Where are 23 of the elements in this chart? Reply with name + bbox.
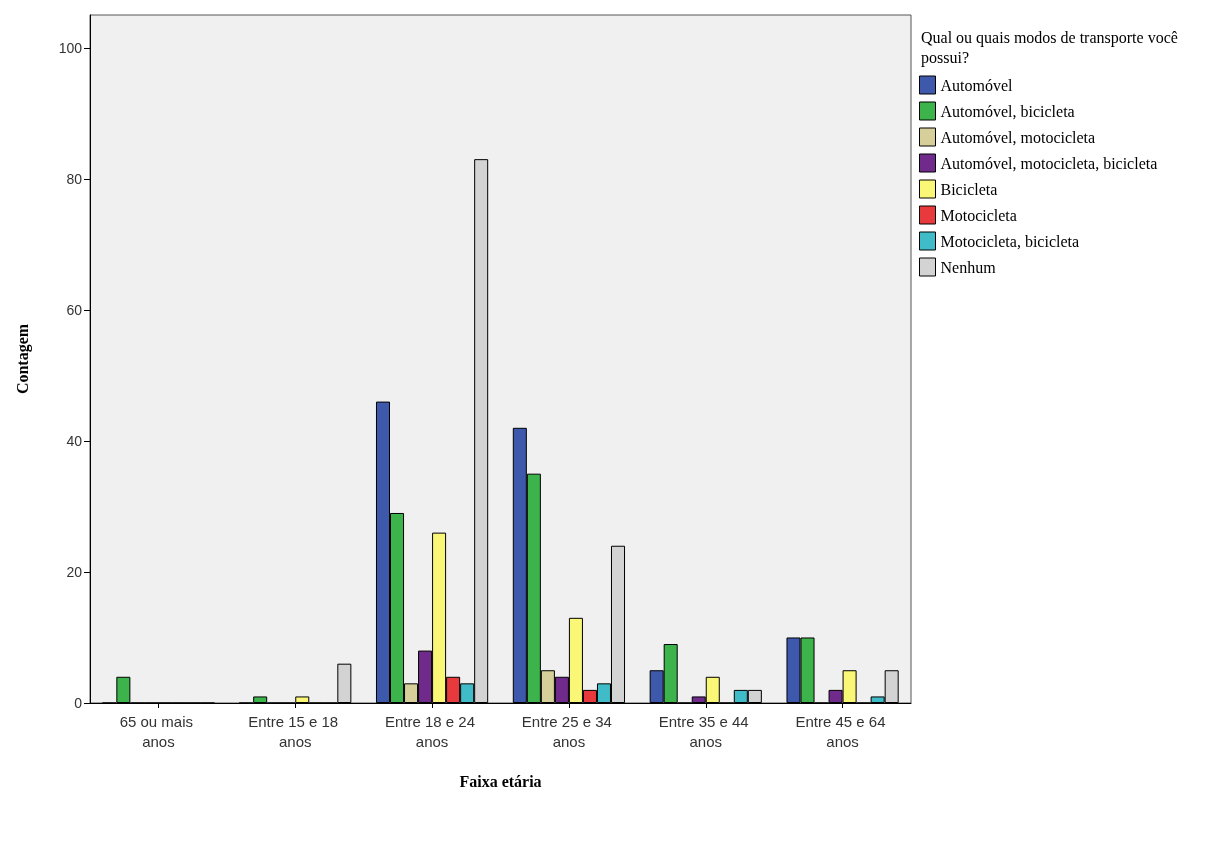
x-axis-title: Faixa etária bbox=[459, 772, 542, 790]
x-tick-label: Entre 35 e 44 anos bbox=[658, 712, 753, 750]
legend-label: Motocicleta bbox=[940, 206, 1017, 224]
x-tick-label: Entre 15 e 18 anos bbox=[248, 712, 343, 750]
y-tick-label: 20 bbox=[66, 563, 83, 580]
legend-label: Nenhum bbox=[940, 258, 997, 276]
y-tick-label: 0 bbox=[74, 695, 83, 711]
x-tick-label: Entre 18 e 24 anos bbox=[384, 712, 480, 750]
x-tick-label: Entre 45 e 64 anos bbox=[795, 712, 890, 750]
legend-label: Motocicleta, bicicleta bbox=[940, 232, 1080, 250]
x-tick-label: Entre 25 e 34 anos bbox=[521, 712, 617, 750]
y-tick-label: 80 bbox=[66, 170, 83, 187]
y-tick-label: 40 bbox=[66, 432, 83, 449]
y-axis-title: Contagem bbox=[13, 323, 32, 395]
legend-label: Automóvel, bicicleta bbox=[940, 102, 1075, 120]
y-tick-label: 60 bbox=[66, 301, 83, 318]
x-tick-label: 65 ou mais anos bbox=[119, 712, 198, 750]
y-tick-label: 100 bbox=[58, 39, 83, 56]
legend-label: Bicicleta bbox=[940, 180, 998, 198]
legend-label: Automóvel, motocicleta, bicicleta bbox=[940, 154, 1158, 172]
legend-label: Automóvel bbox=[940, 76, 1014, 94]
legend-title: Qual ou quais modos de transporte você possui? bbox=[921, 28, 1182, 67]
legend-label: Automóvel, motocicleta bbox=[940, 128, 1096, 146]
